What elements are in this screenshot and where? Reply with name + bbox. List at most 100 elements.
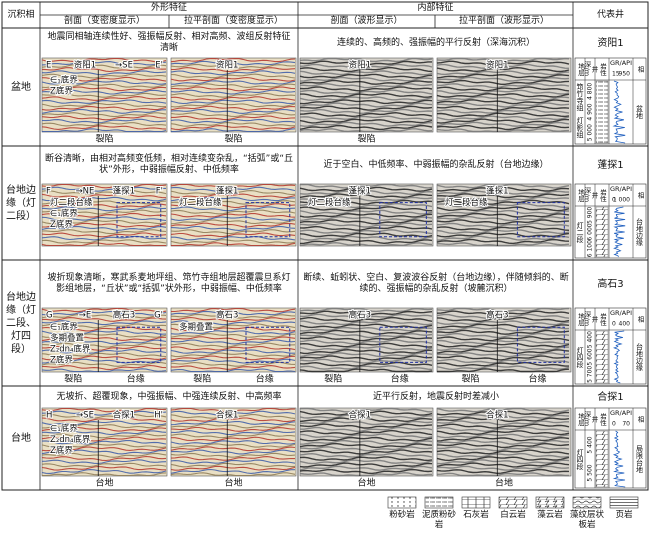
seismic-trace — [170, 446, 296, 452]
seismic-trace — [436, 238, 570, 245]
seismic-trace — [170, 118, 296, 124]
seismic-trace — [437, 222, 570, 228]
seismic-trace — [299, 232, 433, 238]
zone-label: 台缘 — [528, 373, 546, 385]
seismic-trace — [299, 70, 433, 76]
legend-swatch — [572, 496, 602, 509]
panel-label: H' — [154, 411, 163, 421]
seismic-trace — [436, 456, 570, 462]
seismic-trace — [170, 358, 296, 364]
seismic-trace — [41, 105, 167, 111]
seismic-trace — [41, 426, 167, 432]
gr-scale: 0 — [612, 321, 616, 328]
seismic-trace — [299, 407, 432, 413]
seismic-trace — [41, 407, 167, 413]
horizon-label: Z底界 — [50, 219, 73, 230]
seismic-trace — [436, 348, 570, 355]
seismic-trace — [299, 365, 433, 371]
seismic-trace — [170, 465, 296, 471]
zone-label: 台地 — [95, 477, 113, 489]
well-name: 高石3 — [597, 278, 624, 290]
seismic-trace — [436, 105, 570, 111]
seismic-trace — [170, 225, 296, 231]
seismic-trace — [41, 336, 166, 342]
seismic-trace — [436, 86, 570, 92]
seismic-trace — [299, 342, 433, 348]
seismic-trace — [436, 307, 570, 313]
seismic-trace — [170, 121, 296, 127]
panel-label: →SE — [76, 411, 94, 421]
seismic-trace — [170, 420, 296, 426]
seismic-trace — [436, 472, 570, 477]
seismic-trace — [299, 316, 433, 323]
seismic-trace — [436, 63, 570, 70]
log-header: 相 — [636, 191, 644, 199]
seismic-trace — [436, 112, 570, 118]
seismic-trace — [436, 108, 570, 114]
seismic-trace — [300, 446, 433, 452]
facies-cell: 台地 — [11, 432, 31, 444]
seismic-trace — [299, 238, 433, 245]
gr-scale: 400 — [619, 321, 631, 328]
log-facies: 局限台地 — [635, 445, 644, 473]
log-header: 岩性 — [598, 188, 607, 202]
seismic-trace — [436, 99, 570, 105]
seismic-trace — [170, 310, 296, 316]
zone-label: 裂陷 — [95, 133, 113, 145]
seismic-trace — [170, 190, 296, 196]
seismic-trace — [42, 222, 167, 228]
log-header: 地层 — [576, 62, 585, 76]
seismic-trace — [41, 61, 167, 66]
seismic-trace — [170, 352, 296, 358]
seismic-trace — [41, 323, 167, 329]
seismic-trace — [41, 206, 167, 212]
seismic-trace — [41, 115, 166, 121]
subheader-cell: 剖面（变密度显示） — [63, 16, 145, 26]
zone-label: 台缘 — [256, 373, 274, 385]
seismic-trace — [299, 429, 433, 436]
seismic-trace — [299, 348, 432, 355]
gr-scale: 1 000 — [613, 197, 630, 204]
log-header: 地层 — [576, 312, 585, 326]
seismic-trace — [299, 212, 433, 218]
seismic-trace — [170, 462, 296, 468]
legend-label: 白云岩 — [500, 510, 526, 520]
seismic-trace — [437, 452, 570, 458]
seismic-trace — [170, 108, 296, 114]
seismic-trace — [299, 76, 433, 82]
seismic-trace — [171, 235, 296, 241]
seismic-trace — [170, 57, 296, 63]
seismic-trace — [170, 472, 296, 477]
panel-label: 合探1 — [486, 410, 508, 421]
seismic-trace — [299, 452, 433, 458]
seismic-trace — [170, 330, 296, 335]
seismic-trace — [436, 439, 570, 445]
log-facies: 台地边缘 — [635, 343, 644, 371]
log-header: 岩性 — [598, 62, 607, 76]
seismic-trace — [170, 102, 296, 108]
seismic-trace — [299, 462, 433, 468]
seismic-trace — [41, 193, 167, 199]
seismic-trace — [41, 64, 167, 69]
log-box — [574, 407, 647, 489]
seismic-trace — [299, 83, 433, 89]
seismic-trace — [436, 66, 570, 73]
seismic-trace — [170, 342, 296, 348]
panel-label: E' — [155, 61, 163, 71]
seismic-trace — [170, 468, 295, 474]
seismic-trace — [299, 99, 433, 105]
seismic-trace — [299, 102, 433, 108]
zone-label: 台地 — [357, 477, 375, 489]
seismic-trace — [436, 70, 570, 76]
seismic-trace — [436, 219, 570, 225]
horizon-label: 灯二段台缘 — [50, 197, 93, 208]
seismic-trace — [299, 459, 433, 465]
seismic-trace — [436, 449, 570, 455]
gr-scale: 0 — [612, 421, 616, 428]
horizon-label: ∈₁底界 — [50, 208, 78, 219]
depth-label: 6 000 — [587, 223, 594, 240]
seismic-trace — [171, 67, 296, 73]
strata-name: 灯四段 — [576, 448, 584, 470]
seismic-trace — [299, 332, 433, 339]
seismic-trace — [41, 329, 167, 335]
